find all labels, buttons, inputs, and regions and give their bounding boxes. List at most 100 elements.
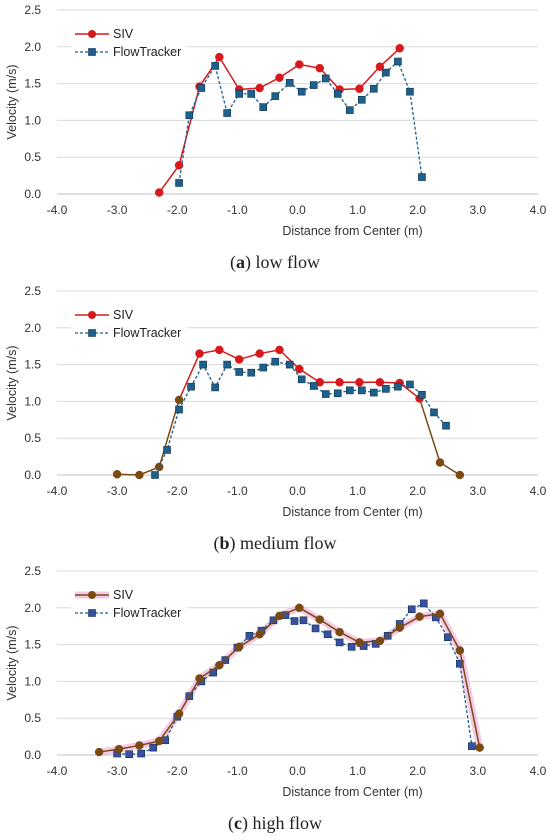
- siv-point: [375, 378, 385, 387]
- x-tick-label: 0.0: [289, 484, 306, 498]
- siv-point: [395, 623, 404, 632]
- flowtracker-point: [358, 386, 366, 395]
- flowtracker-point: [406, 87, 414, 96]
- flowtracker-point: [151, 471, 159, 479]
- flowtracker-point: [346, 386, 354, 395]
- siv-segment: [198, 56, 220, 87]
- legend-flowtracker-label: FlowTracker: [113, 606, 181, 620]
- flowtracker-point: [444, 633, 452, 642]
- flowtracker-point: [346, 106, 354, 114]
- siv-point: [114, 744, 124, 754]
- flowtracker-point: [199, 360, 207, 369]
- flowtracker-point: [358, 95, 366, 104]
- siv-point: [174, 709, 184, 719]
- flowtracker-point: [297, 87, 306, 96]
- flowtracker-point: [223, 360, 231, 369]
- siv-point: [435, 458, 445, 467]
- siv-point: [195, 674, 204, 683]
- flowtracker-point: [211, 62, 219, 70]
- flowtracker-point: [271, 92, 280, 100]
- siv-point: [234, 355, 244, 364]
- y-tick-label: 1.0: [24, 394, 41, 408]
- caption-b: (b) medium flow: [213, 533, 337, 553]
- y-tick-label: 0.0: [24, 748, 41, 762]
- flowtracker-point: [285, 79, 294, 87]
- caption-c-text: high flow: [248, 813, 323, 833]
- legend: SIV FlowTracker: [71, 22, 187, 62]
- siv-point: [195, 349, 204, 358]
- siv-point: [295, 603, 304, 613]
- siv-segment: [319, 67, 341, 90]
- flowtracker-point: [456, 659, 464, 668]
- x-tick-label: -3.0: [107, 203, 128, 217]
- x-tick-label: 3.0: [470, 203, 487, 217]
- y-tick-label: 2.0: [24, 40, 41, 54]
- flowtracker-line: [117, 602, 473, 755]
- x-tick-label: -2.0: [167, 203, 188, 217]
- siv-point: [275, 73, 284, 82]
- legend: SIV FlowTracker: [71, 303, 187, 343]
- y-tick-label: 1.0: [24, 113, 41, 127]
- siv-point: [154, 188, 164, 197]
- y-axis-title: Velocity (m/s): [5, 345, 19, 420]
- siv-segment: [379, 47, 401, 68]
- siv-point: [375, 636, 385, 646]
- flowtracker-point: [125, 750, 133, 759]
- flowtracker-point: [185, 111, 194, 120]
- caption-c-letter: c: [234, 813, 242, 833]
- y-tick-label: 0.5: [24, 431, 41, 445]
- siv-point: [255, 83, 264, 93]
- flowtracker-point: [321, 74, 330, 83]
- caption-a-text: low flow: [251, 252, 321, 272]
- flowtracker-point: [211, 383, 219, 392]
- flowtracker-point: [382, 385, 390, 393]
- x-tick-label: 3.0: [470, 484, 487, 498]
- y-tick-label: 2.0: [24, 321, 41, 335]
- siv-point: [455, 470, 465, 480]
- siv-point: [395, 44, 404, 53]
- x-tick-label: 1.0: [349, 484, 366, 498]
- legend-flowtracker-marker: [88, 609, 96, 617]
- x-tick-label: 1.0: [349, 203, 366, 217]
- siv-point: [255, 349, 264, 358]
- flowtracker-point: [321, 390, 330, 398]
- x-tick-label: -1.0: [227, 764, 248, 778]
- flowtracker-point: [335, 638, 344, 647]
- siv-point: [135, 741, 144, 750]
- siv-point: [255, 630, 264, 639]
- series-siv: [154, 44, 404, 197]
- flowtracker-point: [333, 389, 342, 398]
- caption-b-letter: b: [219, 533, 230, 553]
- siv-segment: [158, 164, 180, 193]
- siv-segment: [218, 646, 240, 666]
- siv-point: [174, 395, 184, 405]
- siv-point: [355, 84, 364, 94]
- flowtracker-point: [175, 179, 183, 187]
- legend: SIV FlowTracker: [71, 583, 187, 623]
- siv-point: [215, 345, 224, 355]
- flowtracker-point: [223, 109, 231, 117]
- flowtracker-point: [149, 743, 157, 752]
- flowtracker-point: [382, 68, 390, 77]
- x-tick-label: 1.0: [349, 764, 366, 778]
- flowtracker-point: [285, 360, 294, 369]
- x-tick-label: -4.0: [47, 484, 68, 498]
- flowtracker-point: [419, 599, 428, 608]
- flowtracker-point: [468, 742, 476, 750]
- flowtracker-point: [299, 616, 308, 625]
- flowtracker-point: [406, 380, 414, 389]
- flowtracker-point: [175, 405, 183, 414]
- siv-point: [315, 63, 324, 73]
- siv-point: [355, 638, 364, 647]
- x-tick-label: -2.0: [167, 484, 188, 498]
- x-tick-label: 3.0: [470, 764, 487, 778]
- y-tick-label: 2.5: [24, 564, 41, 578]
- siv-point: [215, 52, 224, 62]
- flowtracker-point: [418, 390, 426, 399]
- y-tick-label: 0.0: [24, 187, 41, 201]
- y-axis-title: Velocity (m/s): [5, 64, 19, 139]
- siv-segment: [178, 678, 201, 715]
- x-tick-label: 4.0: [530, 203, 547, 217]
- caption-a-letter: a: [236, 252, 245, 272]
- flowtracker-point: [370, 388, 378, 397]
